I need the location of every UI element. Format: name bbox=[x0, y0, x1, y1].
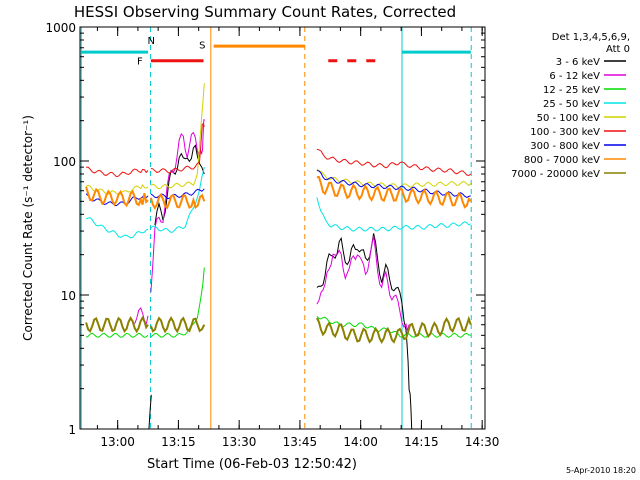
legend-label: 7000 - 20000 keV bbox=[511, 169, 600, 180]
series-50-100keV bbox=[85, 83, 472, 196]
x-axis-label: Start Time (06-Feb-03 12:50:42) bbox=[147, 457, 357, 472]
series-line-8-0 bbox=[85, 315, 149, 334]
series-line-3-2 bbox=[316, 197, 472, 232]
legend-label: 300 - 800 keV bbox=[530, 141, 600, 152]
legend-label: 100 - 300 keV bbox=[530, 127, 600, 138]
legend-label: 6 - 12 keV bbox=[549, 71, 600, 82]
series-800-7000keV bbox=[85, 175, 472, 211]
series-line-1-2 bbox=[316, 235, 410, 331]
series-line-7-2 bbox=[316, 175, 472, 209]
plot-timestamp: 5-Apr-2010 18:20 bbox=[566, 466, 636, 475]
series-100-300keV bbox=[86, 122, 472, 178]
flag-label-S: S bbox=[199, 41, 205, 52]
legend-label: 12 - 25 keV bbox=[543, 85, 600, 96]
series-line-2-0 bbox=[85, 332, 149, 338]
series-line-4-2 bbox=[316, 168, 472, 189]
plot-frame bbox=[79, 26, 486, 430]
x-tick-label: 14:30 bbox=[465, 435, 500, 449]
series-line-0-2 bbox=[316, 233, 413, 429]
flag-label-F: F bbox=[137, 57, 143, 68]
series-line-7-1 bbox=[149, 192, 206, 211]
flag-label-N: N bbox=[148, 36, 155, 47]
time-markers bbox=[80, 27, 472, 429]
series-3-6keV bbox=[148, 144, 413, 429]
series-line-6-0 bbox=[85, 193, 149, 207]
series-line-2-1 bbox=[150, 267, 205, 338]
x-tick-label: 13:45 bbox=[283, 435, 318, 449]
x-tick-label: 13:00 bbox=[100, 435, 135, 449]
legend-label: 800 - 7000 keV bbox=[524, 155, 600, 166]
x-tick-label: 14:00 bbox=[343, 435, 378, 449]
y-tick-label: 100 bbox=[53, 155, 76, 169]
series-6-12keV bbox=[134, 119, 410, 331]
series-7000-20000keV bbox=[85, 315, 472, 344]
y-tick-label: 10 bbox=[61, 289, 76, 303]
series-line-5-0 bbox=[86, 166, 149, 178]
legend: Det 1,3,4,5,6,9,Att 0 3 - 6 keV 6 - 12 keV… bbox=[511, 32, 630, 180]
series-line-8-1 bbox=[149, 316, 206, 334]
y-tick-label: 1 bbox=[68, 423, 76, 437]
y-tick-label: 1000 bbox=[45, 21, 76, 35]
axes: 13:00 13:15 13:30 13:45 14:00 14:15 14:30 1 10 10… bbox=[45, 21, 499, 449]
y-axis-label: Corrected Count Rate (s⁻¹ detector⁻¹) bbox=[21, 115, 35, 341]
legend-header: Att 0 bbox=[606, 44, 630, 55]
legend-label: 3 - 6 keV bbox=[556, 57, 600, 68]
series-line-5-2 bbox=[316, 148, 472, 177]
x-tick-label: 14:15 bbox=[404, 435, 439, 449]
x-tick-label: 13:30 bbox=[222, 435, 257, 449]
series-line-4-1 bbox=[150, 83, 205, 190]
series-group bbox=[85, 83, 472, 429]
x-tick-label: 13:15 bbox=[161, 435, 196, 449]
series-line-8-2 bbox=[316, 315, 472, 344]
series-line-0-0 bbox=[148, 394, 152, 429]
legend-label: 50 - 100 keV bbox=[537, 113, 601, 124]
series-line-5-1 bbox=[150, 122, 205, 174]
chart-title: HESSI Observing Summary Count Rates, Cor… bbox=[74, 3, 456, 21]
legend-label: 25 - 50 keV bbox=[543, 99, 600, 110]
legend-header: Det 1,3,4,5,6,9, bbox=[552, 32, 630, 43]
flag-bars: NF S bbox=[81, 36, 471, 68]
series-line-3-0 bbox=[85, 217, 149, 239]
series-line-7-0 bbox=[85, 186, 149, 208]
